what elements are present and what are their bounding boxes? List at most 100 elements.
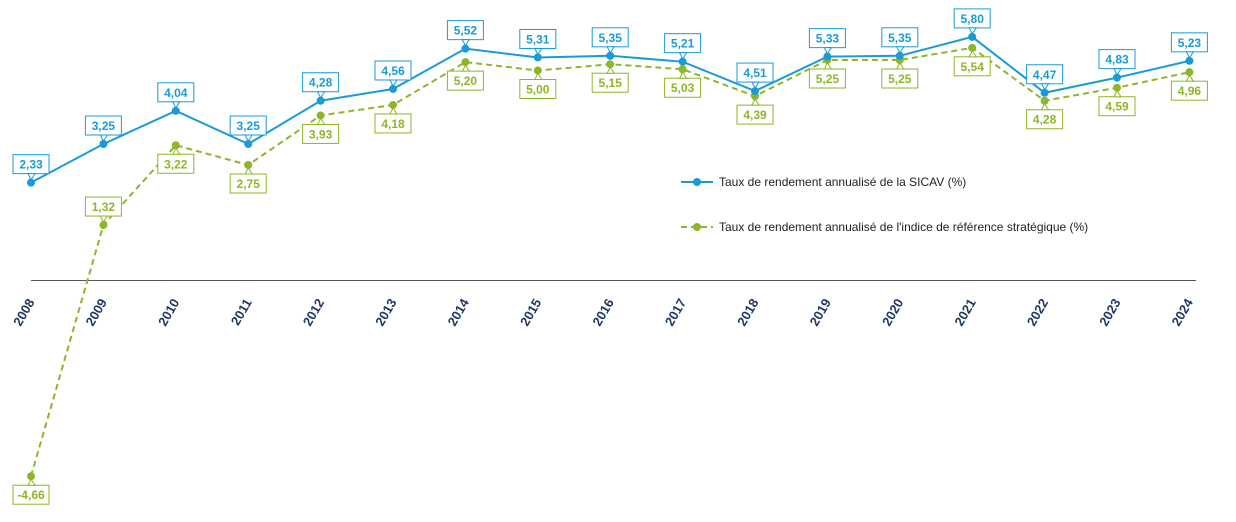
data-label-pointer [99, 215, 109, 224]
data-label-pointer [244, 167, 254, 175]
data-label: 4,96 [1178, 84, 1202, 98]
data-label-pointer [751, 81, 760, 90]
data-label-pointer [751, 98, 760, 106]
data-label: 5,23 [1178, 36, 1202, 50]
x-tick-label: 2008 [10, 296, 37, 329]
data-label: 5,52 [454, 24, 478, 38]
data-label-pointer [968, 27, 978, 35]
legend-label-sicav: Taux de rendement annualisé de la SICAV … [719, 175, 966, 189]
data-label-callout: 3,22 [157, 147, 195, 174]
x-tick-label: 2016 [589, 296, 616, 329]
data-label-callout: 2,33 [12, 154, 50, 181]
data-label-pointer [1040, 83, 1050, 91]
data-point [316, 111, 325, 120]
data-label-callout: 5,31 [519, 28, 557, 56]
data-label-callout: 5,33 [808, 28, 846, 55]
x-tick-label: 2015 [517, 296, 544, 329]
data-label-callout: 4,18 [374, 106, 412, 134]
data-label-callout: 2,75 [229, 167, 267, 194]
data-label: 4,28 [309, 76, 333, 90]
data-label-callout: 5,20 [446, 64, 484, 91]
data-label: 4,56 [381, 64, 405, 78]
data-label-pointer [1113, 68, 1122, 76]
data-label: 5,20 [454, 74, 478, 88]
axis-layer: 2008 2009 2010 2011 2012 2013 2014 2015 2016 2017… [10, 280, 1196, 329]
data-label: 5,03 [671, 81, 695, 95]
legend-marker-indice [693, 223, 701, 231]
x-tick-label: 2017 [662, 296, 689, 329]
data-label: 3,93 [309, 127, 333, 141]
legend-item-sicav: Taux de rendement annualisé de la SICAV … [681, 175, 966, 189]
data-label: 1,32 [92, 200, 116, 214]
data-label-pointer [27, 478, 36, 486]
data-label: 4,28 [1033, 113, 1057, 127]
data-label-callout: 5,25 [808, 62, 846, 89]
data-label-callout: 4,96 [1170, 74, 1208, 101]
data-label-callout: 5,52 [446, 20, 484, 47]
data-label: -4,66 [17, 488, 45, 502]
data-label-pointer [606, 66, 616, 74]
x-tick-label: 2021 [951, 296, 978, 329]
data-point [244, 161, 253, 169]
data-label-pointer [1185, 51, 1195, 59]
data-point [678, 65, 687, 74]
legend: Taux de rendement annualisé de la SICAV … [681, 175, 1088, 234]
data-point [1113, 83, 1121, 92]
data-label: 3,25 [237, 119, 261, 133]
data-label-callout: 5,21 [664, 33, 702, 60]
data-label-pointer [461, 64, 471, 72]
x-tick-label: 2013 [372, 296, 399, 329]
data-label-pointer [1113, 89, 1122, 98]
data-label-callout: 3,93 [302, 117, 340, 144]
data-label: 5,21 [671, 37, 695, 51]
data-label-pointer [171, 147, 181, 155]
data-point [244, 140, 253, 148]
data-point [461, 58, 470, 67]
data-label-callout: 1,32 [84, 196, 122, 224]
data-label-callout: 5,35 [881, 27, 919, 54]
data-point [1113, 73, 1121, 82]
series-line-indice [30, 46, 1190, 477]
data-label-callout: 5,03 [664, 71, 702, 98]
data-label: 5,54 [961, 60, 985, 74]
data-label: 3,22 [164, 157, 188, 171]
data-point [389, 100, 397, 109]
data-label-callout: 4,56 [374, 60, 412, 87]
data-label-callout: 5,00 [519, 72, 557, 99]
data-label: 4,47 [1033, 68, 1057, 82]
data-label-callout: 5,54 [953, 49, 991, 77]
x-tick-label: 2018 [734, 296, 761, 329]
data-point [1185, 56, 1194, 65]
data-point [1040, 88, 1049, 97]
x-tick-label: 2020 [879, 296, 906, 329]
data-point [99, 221, 108, 230]
data-point [533, 66, 542, 75]
x-tick-label: 2010 [155, 296, 182, 329]
data-label-callout: 4,59 [1098, 89, 1136, 117]
data-label: 2,33 [19, 158, 43, 172]
x-tick-label: 2019 [807, 296, 834, 329]
data-label: 4,83 [1105, 53, 1129, 67]
data-label: 5,80 [961, 12, 985, 26]
data-point [171, 141, 180, 150]
data-label-pointer [1185, 74, 1195, 82]
data-label-pointer [244, 134, 254, 142]
data-label-pointer [99, 134, 109, 142]
data-label-pointer [895, 62, 905, 70]
data-point [895, 51, 904, 60]
data-point [968, 32, 977, 41]
data-label-pointer [461, 39, 471, 47]
data-label: 4,04 [164, 86, 188, 100]
data-label-callout: 5,23 [1170, 32, 1208, 59]
data-label: 5,00 [526, 83, 550, 97]
data-label-pointer [316, 117, 326, 125]
data-label: 5,25 [888, 72, 912, 86]
data-label-pointer [823, 62, 833, 70]
data-label-pointer [533, 72, 543, 80]
data-label: 5,15 [599, 76, 623, 90]
data-label-pointer [968, 49, 978, 58]
data-label: 4,18 [381, 117, 405, 131]
data-label-pointer [533, 47, 543, 56]
data-point [27, 472, 35, 481]
data-label-pointer [27, 173, 36, 181]
